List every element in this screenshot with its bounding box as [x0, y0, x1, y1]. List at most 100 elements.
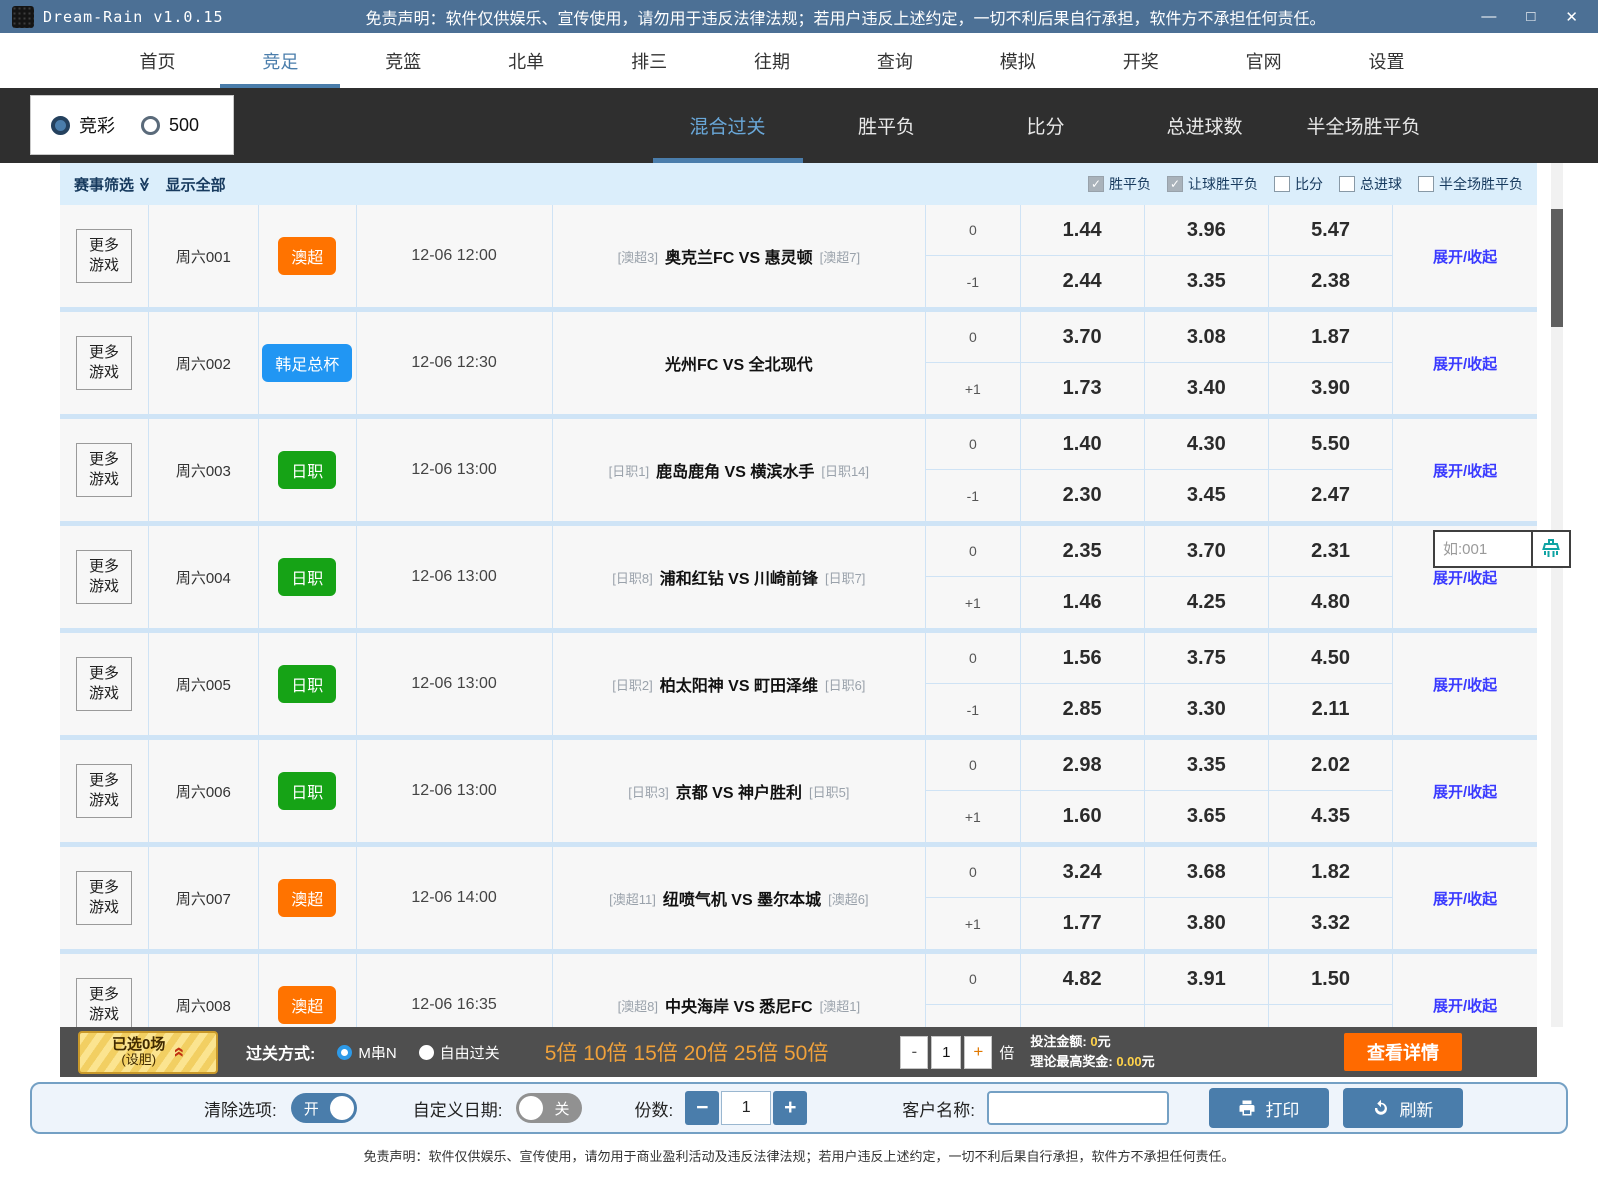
odds-win[interactable]: 2.98 — [1019, 740, 1144, 790]
odds-win[interactable]: 1.77 — [1019, 898, 1144, 949]
odds-draw[interactable]: 3.68 — [1143, 847, 1268, 897]
odds-type-checkbox[interactable]: 半全场胜平负 — [1418, 174, 1523, 194]
nav-tab[interactable]: 竞足 — [219, 33, 342, 88]
odds-draw[interactable]: 3.96 — [1143, 205, 1268, 255]
play-type-tab[interactable]: 总进球数 — [1166, 117, 1243, 138]
copies-minus-button[interactable]: − — [685, 1091, 720, 1125]
odds-type-checkbox[interactable]: 让球胜平负 — [1167, 174, 1258, 194]
selected-matches-button[interactable]: 已选0场 (设胆) « — [78, 1030, 218, 1074]
odds-lose[interactable]: 2.02 — [1267, 740, 1392, 790]
expand-collapse-link[interactable]: 展开/收起 — [1432, 676, 1498, 694]
odds-win[interactable]: 2.44 — [1019, 256, 1144, 307]
view-details-button[interactable]: 查看详情 — [1344, 1033, 1462, 1071]
odds-win[interactable]: 3.70 — [1019, 312, 1144, 362]
match-number-input[interactable] — [1435, 532, 1531, 566]
odds-win[interactable] — [1019, 1005, 1144, 1027]
odds-lose[interactable]: 2.38 — [1267, 256, 1392, 307]
nav-tab[interactable]: 设置 — [1368, 51, 1405, 72]
more-games-button[interactable]: 更多 游戏 — [75, 550, 132, 604]
source-radio[interactable]: 500 — [141, 115, 199, 136]
odds-draw[interactable]: 4.25 — [1143, 577, 1268, 628]
more-games-button[interactable]: 更多 游戏 — [75, 764, 132, 818]
odds-win[interactable]: 2.35 — [1019, 526, 1144, 576]
maximize-button[interactable]: □ — [1526, 7, 1536, 25]
play-type-tab[interactable]: 半全场胜平负 — [1306, 117, 1421, 138]
expand-collapse-link[interactable]: 展开/收起 — [1432, 569, 1498, 587]
odds-win[interactable]: 2.30 — [1019, 470, 1144, 521]
play-type-tab[interactable]: 胜平负 — [857, 117, 915, 138]
more-games-button[interactable]: 更多 游戏 — [75, 229, 132, 283]
multiple-plus-button[interactable]: + — [964, 1035, 993, 1069]
odds-draw[interactable] — [1143, 1005, 1268, 1027]
more-games-button[interactable]: 更多 游戏 — [75, 871, 132, 925]
odds-lose[interactable] — [1267, 1005, 1392, 1027]
multiple-minus-button[interactable]: - — [900, 1035, 929, 1069]
more-games-button[interactable]: 更多 游戏 — [75, 978, 132, 1027]
copies-value[interactable]: 1 — [721, 1091, 772, 1125]
odds-win[interactable]: 1.60 — [1019, 791, 1144, 842]
minimize-button[interactable]: — — [1481, 7, 1497, 25]
odds-draw[interactable]: 3.70 — [1143, 526, 1268, 576]
match-filter-button[interactable]: 赛事筛选 ≫ — [74, 176, 153, 194]
expand-collapse-link[interactable]: 展开/收起 — [1432, 783, 1498, 801]
odds-win[interactable]: 1.40 — [1019, 419, 1144, 469]
expand-collapse-link[interactable]: 展开/收起 — [1432, 355, 1498, 373]
nav-tab[interactable]: 北单 — [508, 51, 545, 72]
odds-lose[interactable]: 4.35 — [1267, 791, 1392, 842]
odds-draw[interactable]: 4.30 — [1143, 419, 1268, 469]
nav-tab[interactable]: 竞篮 — [385, 51, 422, 72]
expand-collapse-link[interactable]: 展开/收起 — [1432, 890, 1498, 908]
nav-tab[interactable]: 官网 — [1245, 51, 1282, 72]
odds-win[interactable]: 1.73 — [1019, 363, 1144, 414]
multiple-value[interactable]: 1 — [931, 1035, 962, 1069]
odds-lose[interactable]: 1.87 — [1267, 312, 1392, 362]
pass-mode-free-radio[interactable]: 自由过关 — [418, 1042, 500, 1063]
customer-name-input[interactable] — [986, 1091, 1169, 1125]
play-type-tab[interactable]: 混合过关 — [648, 88, 807, 163]
copies-plus-button[interactable]: + — [773, 1091, 808, 1125]
odds-draw[interactable]: 3.30 — [1143, 684, 1268, 735]
odds-lose[interactable]: 4.50 — [1267, 633, 1392, 683]
play-type-tab[interactable]: 比分 — [1026, 117, 1065, 138]
expand-collapse-link[interactable]: 展开/收起 — [1432, 248, 1498, 266]
quick-multiples[interactable]: 5倍 10倍 15倍 20倍 25倍 50倍 — [544, 1042, 829, 1065]
odds-draw[interactable]: 3.75 — [1143, 633, 1268, 683]
refresh-button[interactable]: 刷新 — [1342, 1088, 1463, 1128]
odds-win[interactable]: 3.24 — [1019, 847, 1144, 897]
odds-draw[interactable]: 3.91 — [1143, 954, 1268, 1004]
print-button[interactable]: 打印 — [1208, 1088, 1329, 1128]
source-radio[interactable]: 竞彩 — [51, 112, 115, 138]
more-games-button[interactable]: 更多 游戏 — [75, 336, 132, 390]
clear-broom-button[interactable] — [1531, 532, 1569, 566]
nav-tab[interactable]: 首页 — [139, 51, 176, 72]
odds-draw[interactable]: 3.80 — [1143, 898, 1268, 949]
pass-mode-msn-radio[interactable]: M串N — [337, 1042, 397, 1063]
odds-draw[interactable]: 3.45 — [1143, 470, 1268, 521]
odds-type-checkbox[interactable]: 总进球 — [1339, 174, 1402, 194]
odds-lose[interactable]: 3.90 — [1267, 363, 1392, 414]
odds-draw[interactable]: 3.35 — [1143, 256, 1268, 307]
more-games-button[interactable]: 更多 游戏 — [75, 657, 132, 711]
nav-tab[interactable]: 开奖 — [1122, 51, 1159, 72]
expand-collapse-link[interactable]: 展开/收起 — [1432, 997, 1498, 1015]
odds-lose[interactable]: 2.31 — [1267, 526, 1392, 576]
more-games-button[interactable]: 更多 游戏 — [75, 443, 132, 497]
close-button[interactable]: ✕ — [1565, 8, 1578, 26]
odds-win[interactable]: 1.44 — [1019, 205, 1144, 255]
odds-lose[interactable]: 2.47 — [1267, 470, 1392, 521]
odds-lose[interactable]: 1.82 — [1267, 847, 1392, 897]
odds-draw[interactable]: 3.65 — [1143, 791, 1268, 842]
odds-type-checkbox[interactable]: 比分 — [1274, 174, 1323, 194]
custom-date-toggle[interactable]: 关 — [516, 1093, 583, 1123]
nav-tab[interactable]: 模拟 — [999, 51, 1036, 72]
odds-draw[interactable]: 3.08 — [1143, 312, 1268, 362]
nav-tab[interactable]: 查询 — [876, 51, 913, 72]
odds-lose[interactable]: 4.80 — [1267, 577, 1392, 628]
odds-lose[interactable]: 5.47 — [1267, 205, 1392, 255]
odds-win[interactable]: 1.46 — [1019, 577, 1144, 628]
nav-tab[interactable]: 排三 — [631, 51, 668, 72]
show-all-button[interactable]: 显示全部 — [165, 176, 226, 194]
odds-lose[interactable]: 1.50 — [1267, 954, 1392, 1004]
odds-type-checkbox[interactable]: 胜平负 — [1088, 174, 1151, 194]
expand-collapse-link[interactable]: 展开/收起 — [1432, 462, 1498, 480]
